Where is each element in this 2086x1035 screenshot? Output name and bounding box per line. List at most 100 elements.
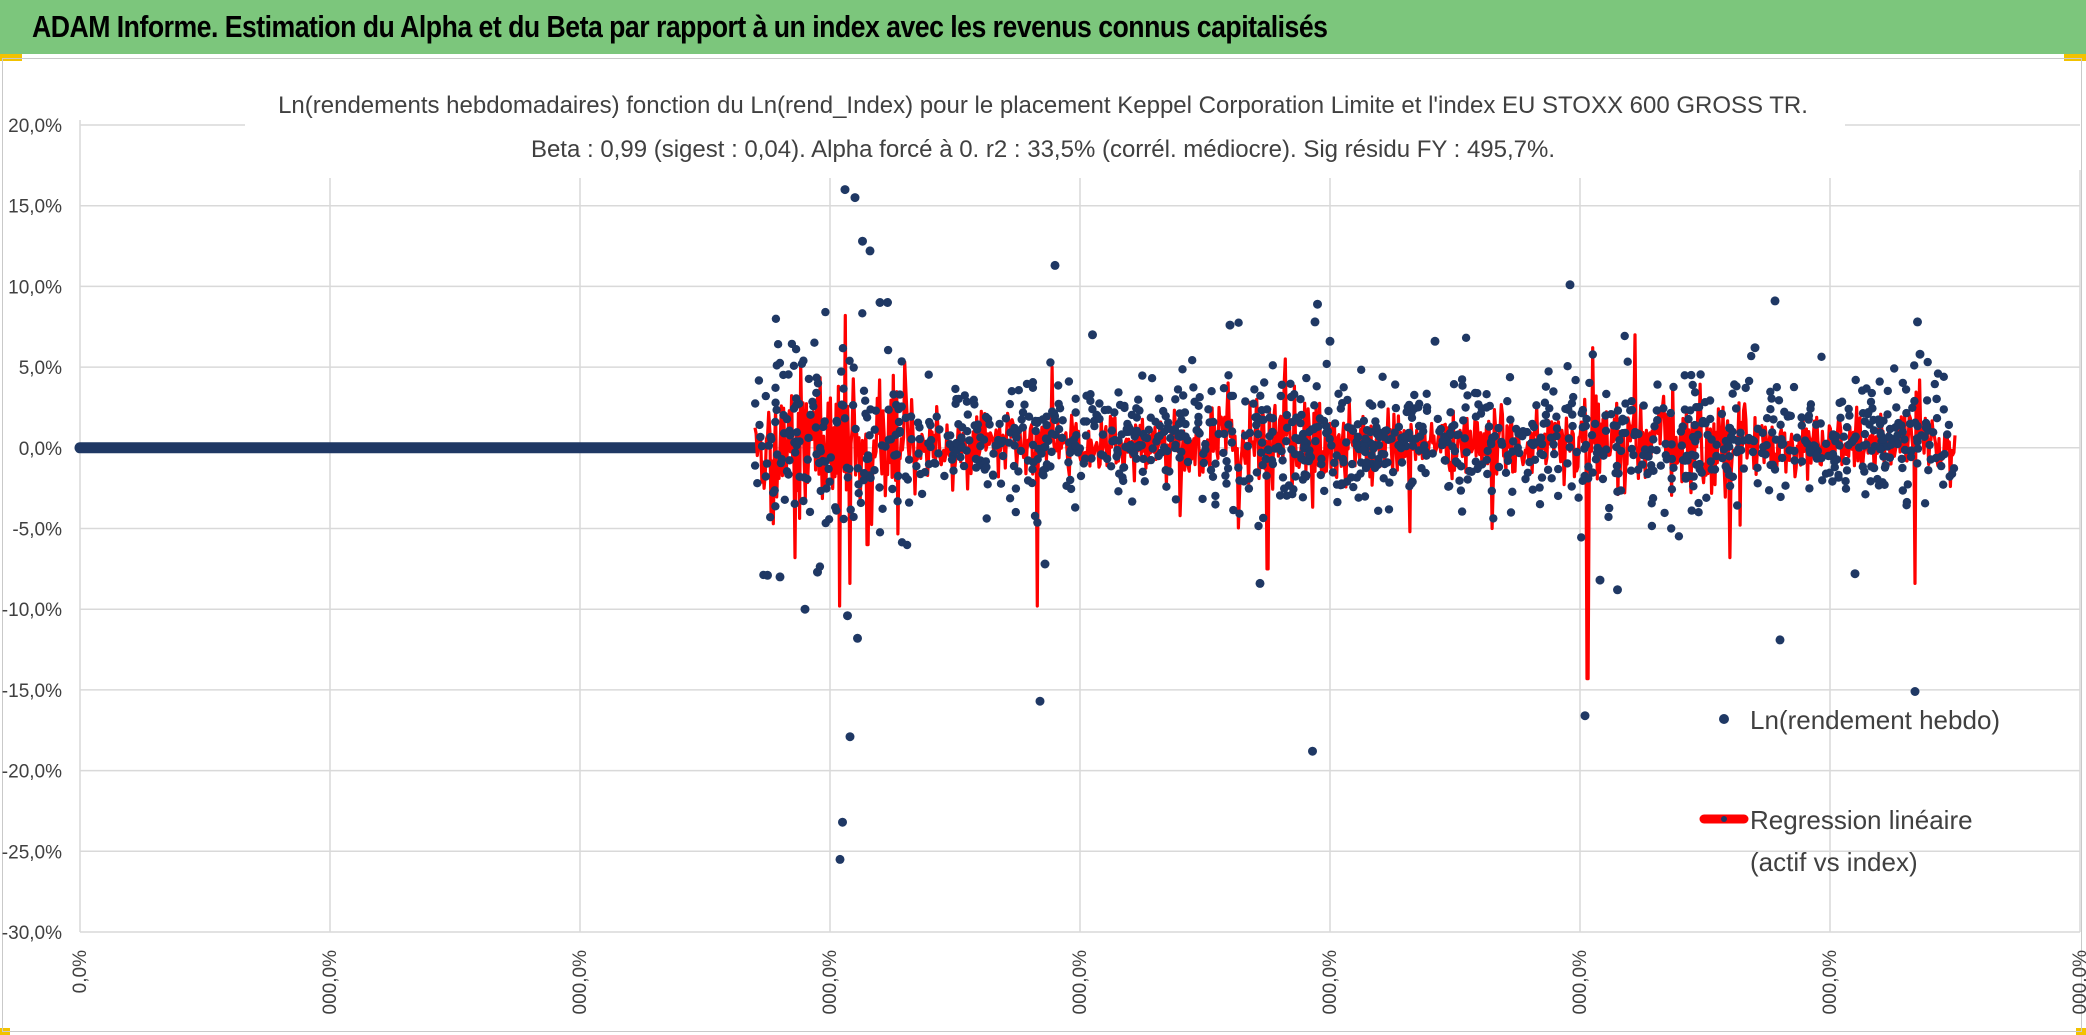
scatter-point bbox=[1860, 429, 1870, 439]
scatter-point bbox=[1693, 430, 1703, 439]
scatter-point bbox=[1031, 426, 1040, 436]
scatter-point bbox=[1842, 423, 1852, 432]
scatter-point-outlier bbox=[1910, 687, 1920, 696]
scatter-point bbox=[1243, 442, 1253, 451]
scatter-point bbox=[982, 462, 991, 472]
y-tick-label: 5,0% bbox=[19, 358, 62, 379]
scatter-point bbox=[1338, 454, 1348, 464]
chart-frame bbox=[2, 58, 2082, 1032]
scatter-point bbox=[1703, 430, 1712, 440]
scatter-point bbox=[1165, 467, 1174, 476]
scatter-point bbox=[1792, 433, 1802, 442]
scatter-point bbox=[856, 498, 866, 508]
scatter-point bbox=[1766, 405, 1775, 414]
scatter-point bbox=[1697, 468, 1706, 477]
scatter-point bbox=[1304, 457, 1313, 466]
scatter-point bbox=[1211, 459, 1220, 468]
scatter-point bbox=[1297, 410, 1306, 420]
scatter-point bbox=[924, 370, 933, 379]
scatter-point bbox=[1821, 439, 1831, 448]
scatter-point bbox=[1256, 391, 1265, 400]
scatter-point bbox=[1391, 403, 1401, 413]
scatter-point bbox=[1623, 357, 1632, 366]
scatter-point bbox=[1163, 446, 1172, 456]
scatter-point bbox=[1257, 448, 1266, 457]
scatter-point bbox=[1181, 419, 1190, 429]
scatter-point bbox=[1033, 518, 1042, 527]
scatter-point bbox=[809, 402, 818, 411]
y-tick-label: -25,0% bbox=[2, 842, 62, 863]
scatter-point bbox=[1880, 480, 1889, 489]
scatter-point bbox=[1211, 500, 1220, 509]
legend-line-marker-icon bbox=[1721, 816, 1727, 822]
scatter-point bbox=[1939, 405, 1949, 414]
scatter-point bbox=[1254, 521, 1263, 531]
scatter-point bbox=[1275, 491, 1285, 500]
scatter-point bbox=[1835, 441, 1844, 450]
scatter-point bbox=[1518, 432, 1527, 441]
scatter-point bbox=[1278, 473, 1288, 482]
scatter-point bbox=[1867, 446, 1876, 455]
scatter-point bbox=[1474, 400, 1483, 409]
scatter-point bbox=[1772, 383, 1782, 392]
scatter-point bbox=[935, 425, 944, 434]
scatter-point bbox=[1900, 435, 1909, 444]
scatter-point bbox=[1189, 383, 1198, 392]
scatter-point bbox=[1460, 434, 1470, 443]
scatter-point bbox=[1906, 452, 1916, 462]
scatter-point bbox=[861, 396, 870, 405]
scatter-point bbox=[1450, 421, 1459, 430]
scatter-point bbox=[1601, 426, 1611, 435]
scatter-point bbox=[1869, 426, 1879, 435]
scatter-point bbox=[1227, 438, 1237, 447]
scatter-point bbox=[1146, 413, 1156, 422]
scatter-point bbox=[1262, 471, 1271, 480]
scatter-point bbox=[1567, 482, 1576, 491]
scatter-point bbox=[848, 401, 858, 410]
scatter-point bbox=[1310, 401, 1319, 410]
scatter-point bbox=[1536, 449, 1545, 458]
scatter-point bbox=[931, 459, 940, 468]
scatter-point bbox=[1118, 473, 1127, 482]
scatter-point bbox=[1482, 403, 1491, 412]
scatter-point bbox=[1171, 440, 1180, 450]
scatter-point bbox=[1482, 455, 1492, 464]
scatter-point bbox=[1776, 420, 1785, 429]
scatter-point bbox=[1122, 425, 1131, 434]
scatter-point-outlier bbox=[1913, 317, 1922, 327]
scatter-point bbox=[866, 473, 875, 483]
scatter-point bbox=[853, 464, 863, 473]
scatter-point bbox=[1170, 425, 1180, 434]
scatter-point bbox=[1660, 508, 1669, 518]
scatter-point bbox=[1159, 406, 1168, 416]
scatter-point bbox=[1229, 505, 1238, 515]
legend: Ln(rendement hebdo) Regression linéaire … bbox=[1699, 705, 2000, 877]
scatter-point bbox=[1648, 494, 1658, 503]
scatter-point bbox=[1885, 424, 1895, 434]
scatter-point bbox=[1771, 435, 1781, 444]
scatter-point-outlier bbox=[1613, 585, 1622, 595]
scatter-point bbox=[1459, 416, 1468, 425]
scatter-point bbox=[1732, 448, 1742, 457]
scatter-point bbox=[884, 435, 893, 444]
scatter-point bbox=[1047, 429, 1057, 438]
scatter-point bbox=[1079, 459, 1089, 468]
scatter-point bbox=[1090, 421, 1099, 431]
scatter-point bbox=[1259, 415, 1268, 425]
scatter-point bbox=[902, 540, 912, 550]
title-bar-corner-left bbox=[0, 54, 22, 61]
scatter-point bbox=[1506, 508, 1516, 517]
scatter-point bbox=[1244, 484, 1254, 493]
scatter-point bbox=[811, 423, 821, 432]
scatter-point bbox=[1615, 436, 1624, 445]
scatter-point bbox=[1471, 412, 1481, 421]
scatter-point bbox=[957, 443, 966, 452]
scatter-point bbox=[1577, 533, 1586, 542]
scatter-point bbox=[1706, 414, 1715, 424]
scatter-point bbox=[799, 496, 808, 506]
scatter-point bbox=[1315, 414, 1325, 423]
scatter-point bbox=[959, 461, 969, 471]
scatter-point bbox=[1858, 462, 1868, 471]
scatter-point bbox=[1528, 419, 1537, 429]
scatter-point bbox=[1943, 430, 1952, 439]
